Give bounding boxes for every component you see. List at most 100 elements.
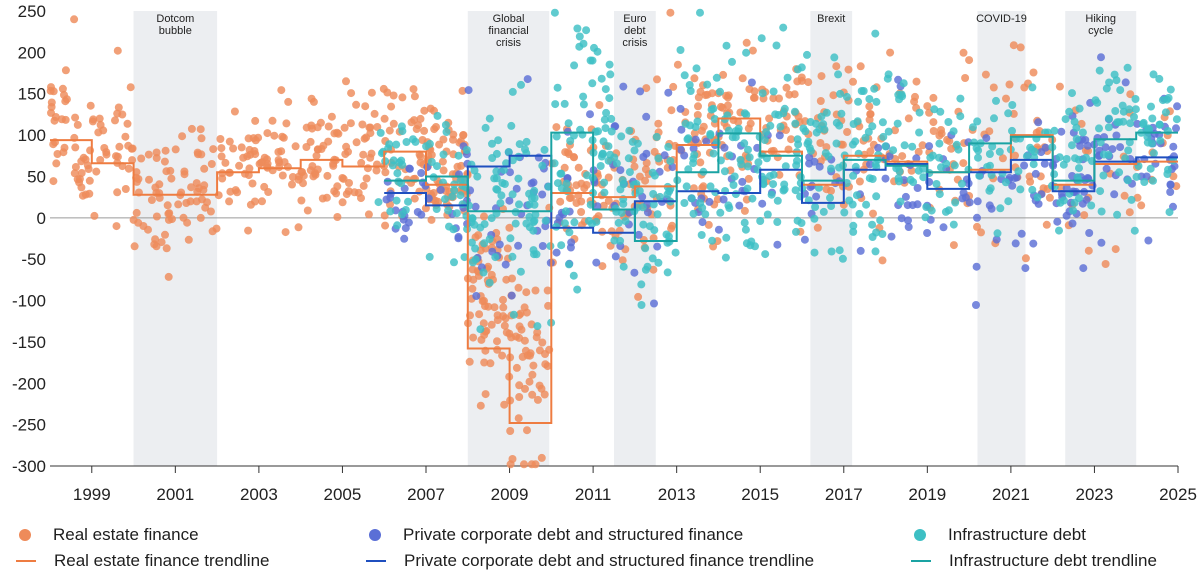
data-point <box>96 156 105 164</box>
data-point <box>600 178 609 187</box>
data-point <box>501 260 510 269</box>
data-point <box>62 95 71 104</box>
data-point <box>791 186 800 195</box>
data-point <box>1172 115 1181 124</box>
data-point <box>816 97 825 105</box>
data-point <box>930 105 939 114</box>
data-point <box>340 123 349 132</box>
data-point <box>856 246 865 255</box>
data-point <box>772 41 781 50</box>
data-point <box>974 146 983 155</box>
data-point <box>989 83 998 92</box>
data-point <box>699 182 708 191</box>
data-point <box>507 121 516 130</box>
data-point <box>381 168 390 177</box>
data-point <box>479 319 488 328</box>
data-point <box>660 151 669 160</box>
data-point <box>555 213 564 222</box>
data-point <box>201 203 210 212</box>
data-point <box>439 150 448 159</box>
data-point <box>529 226 538 235</box>
data-point <box>848 140 857 149</box>
data-point <box>538 242 547 250</box>
data-point <box>811 119 820 128</box>
data-point <box>450 186 459 195</box>
data-point <box>113 152 122 161</box>
data-point <box>701 210 710 219</box>
data-point <box>1055 82 1064 91</box>
data-point <box>738 177 747 186</box>
data-point <box>845 196 854 205</box>
data-point <box>380 211 389 220</box>
data-point <box>178 132 187 141</box>
data-point <box>132 208 141 217</box>
data-point <box>814 183 823 192</box>
data-point <box>551 100 560 109</box>
data-point <box>664 88 673 97</box>
data-point <box>835 163 843 172</box>
data-point <box>438 157 447 166</box>
data-point <box>494 136 503 145</box>
data-point <box>908 142 917 151</box>
data-point <box>327 112 336 121</box>
data-point <box>689 184 698 193</box>
data-point <box>200 164 209 173</box>
crisis-bands <box>133 11 1137 466</box>
data-point <box>486 359 495 368</box>
data-point <box>928 151 937 160</box>
data-point <box>468 284 477 293</box>
data-point <box>197 134 206 143</box>
data-point <box>550 159 559 168</box>
data-point <box>512 363 521 372</box>
data-point <box>745 153 754 162</box>
data-point <box>500 321 509 330</box>
data-point <box>709 149 718 158</box>
data-point <box>637 301 646 309</box>
data-point <box>162 244 171 253</box>
data-point <box>441 121 450 129</box>
data-point <box>392 140 401 149</box>
data-point <box>113 46 122 55</box>
data-point <box>597 152 606 161</box>
band-covid-19 <box>977 11 1026 466</box>
data-point <box>1163 95 1171 104</box>
data-point <box>923 229 932 237</box>
data-point <box>268 116 277 125</box>
trendline-private-corporate-debt-and-structured-finance-trendline <box>384 154 1178 234</box>
data-point <box>452 209 461 218</box>
data-point <box>207 160 216 168</box>
legend-item-private-corporate: Private corporate debt and structured fi… <box>366 522 743 548</box>
data-point <box>277 147 286 156</box>
data-point <box>625 126 634 135</box>
data-point <box>209 145 218 154</box>
data-point <box>599 201 608 210</box>
data-point <box>653 242 662 251</box>
data-point <box>263 159 272 168</box>
data-point <box>258 197 266 206</box>
data-point <box>977 228 985 237</box>
data-point <box>1101 260 1110 268</box>
data-point <box>871 29 880 38</box>
data-point <box>656 192 664 201</box>
data-point <box>1050 126 1059 135</box>
y-tick-label: 100 <box>18 126 46 145</box>
data-point <box>1011 239 1020 248</box>
data-point <box>570 61 579 70</box>
data-point <box>367 88 376 97</box>
data-point <box>929 118 938 127</box>
data-point <box>973 117 982 126</box>
data-point <box>1041 143 1050 152</box>
data-point <box>682 182 691 191</box>
band-dotcom-bubble <box>133 11 218 466</box>
data-point <box>560 163 569 172</box>
data-point <box>416 152 425 161</box>
data-point <box>949 220 958 229</box>
data-point <box>870 84 879 93</box>
chart: Dotcom bubble Global financial crisis Euro deb… <box>12 2 1197 504</box>
data-point <box>904 114 913 123</box>
data-point <box>284 97 293 106</box>
data-point <box>392 196 401 205</box>
data-point <box>508 190 517 199</box>
data-point <box>85 176 94 185</box>
data-point <box>1130 112 1138 121</box>
